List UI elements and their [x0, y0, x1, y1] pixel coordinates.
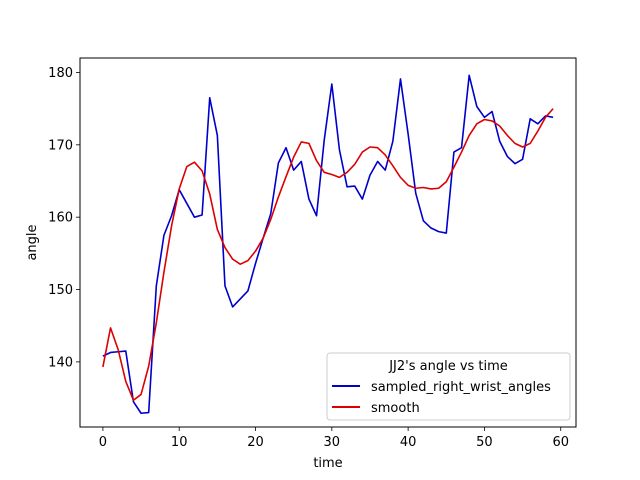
x-axis-label: time — [313, 456, 342, 471]
legend-box — [326, 352, 571, 421]
legend-title: JJ2's angle vs time — [388, 359, 508, 374]
y-tick-label: 170 — [48, 138, 73, 153]
legend-label-sampled: sampled_right_wrist_angles — [371, 380, 551, 395]
y-axis-label: angle — [25, 224, 40, 260]
plot-frame — [79, 57, 577, 428]
legend-label-smooth: smooth — [371, 401, 420, 416]
y-axis: 140 150 160 170 180 — [48, 66, 80, 370]
y-tick-label: 140 — [48, 355, 73, 370]
x-axis: 0 10 20 30 40 50 60 — [99, 427, 569, 450]
x-tick-label: 0 — [99, 435, 107, 450]
y-tick-label: 160 — [48, 211, 73, 226]
y-tick-label: 150 — [48, 283, 73, 298]
series-line-smooth — [102, 108, 554, 402]
series-layer — [102, 74, 554, 415]
y-tick-label: 180 — [48, 66, 73, 81]
legend: JJ2's angle vs time sampled_right_wrist_… — [326, 352, 571, 421]
x-tick-label: 20 — [247, 435, 264, 450]
x-tick-label: 10 — [171, 435, 188, 450]
x-tick-label: 40 — [400, 435, 417, 450]
x-tick-label: 50 — [476, 435, 493, 450]
x-tick-label: 30 — [324, 435, 341, 450]
x-tick-label: 60 — [552, 435, 569, 450]
